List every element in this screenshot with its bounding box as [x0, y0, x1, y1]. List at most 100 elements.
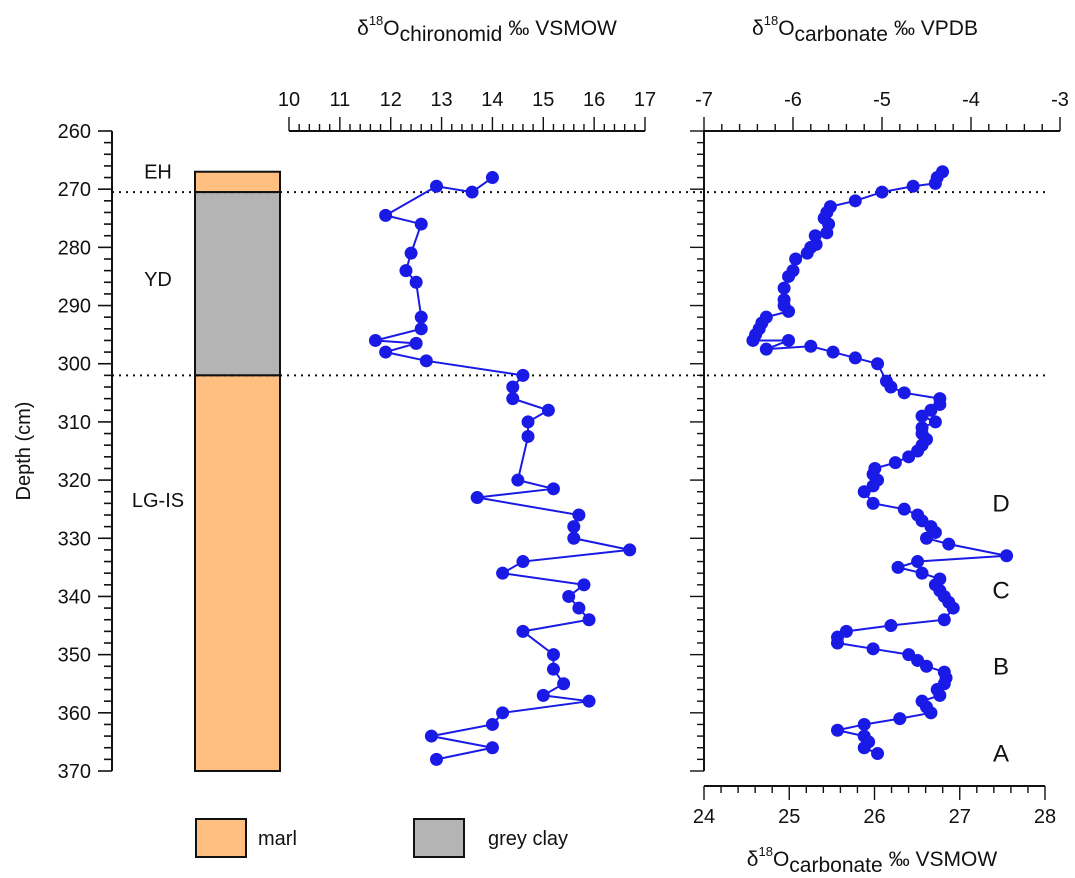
vsmow-axis-label-unit: ‰ VSMOW — [889, 848, 998, 871]
carbonate-data-point — [946, 601, 960, 615]
carbonate-data-point — [857, 717, 871, 731]
vsmow-axis-label-delta: δ — [747, 848, 759, 871]
vsmow-axis-label-sub: carbonate — [789, 854, 882, 877]
legend-label: marl — [258, 828, 297, 850]
legend-label: grey clay — [488, 828, 568, 850]
legend-swatch-grey-clay — [413, 818, 465, 858]
chironomid-data-point — [572, 508, 586, 522]
carbonate-title-unit: ‰ VPDB — [894, 17, 978, 40]
carbonate-x-tick-label: -6 — [784, 89, 802, 111]
carbonate-data-point — [1000, 549, 1014, 563]
chironomid-panel: 10 11 12 13 14 15 16 17 δ18Ochironomid ‰ VSMOW — [278, 13, 656, 766]
carbonate-data-point — [915, 566, 929, 580]
carbonate-data-point — [866, 642, 880, 656]
carbonate-data-point — [888, 456, 902, 470]
carbonate-data-point — [871, 357, 885, 371]
chironomid-data-point — [516, 368, 530, 382]
unit-yd-box — [194, 191, 281, 377]
unit-label: EH — [144, 161, 172, 183]
chironomid-x-tick-label: 15 — [532, 89, 554, 111]
vsmow-x-tick-label: 25 — [778, 806, 800, 828]
chironomid-x-tick-label: 10 — [278, 89, 300, 111]
carbonate-data-point — [782, 304, 796, 318]
chironomid-data-point — [546, 662, 560, 676]
chironomid-title: δ18Ochironomid ‰ VSMOW — [357, 13, 617, 46]
chironomid-data-point — [404, 246, 418, 260]
vsmow-x-tick-label: 24 — [693, 806, 715, 828]
carbonate-data-point — [871, 747, 885, 761]
chironomid-data-point — [465, 185, 479, 199]
carbonate-title-o: O — [778, 17, 794, 40]
legend-swatch-marl — [195, 818, 247, 858]
depth-tick-label: 350 — [58, 645, 91, 667]
chironomid-data-point — [572, 601, 586, 615]
depth-tick-label: 290 — [58, 296, 91, 318]
chironomid-data-point — [429, 752, 443, 766]
chironomid-data-point — [557, 677, 571, 691]
chironomid-data-point — [577, 578, 591, 592]
carbonate-title-sub: carbonate — [795, 23, 888, 46]
chironomid-data-point — [546, 482, 560, 496]
chironomid-data-point — [521, 415, 535, 429]
carbonate-title-delta: δ — [752, 17, 764, 40]
lithology-legend: marl grey clay — [195, 818, 568, 858]
chironomid-title-sup: 18 — [369, 13, 383, 28]
carbonate-data-point — [759, 342, 773, 356]
chironomid-x-tick-label: 14 — [481, 89, 503, 111]
chironomid-data-point — [506, 380, 520, 394]
chironomid-title-sub: chironomid — [400, 23, 503, 46]
carbonate-data-point — [906, 179, 920, 193]
chironomid-data-point — [399, 264, 413, 278]
chironomid-data-point — [485, 741, 499, 755]
carbonate-data-point — [884, 380, 898, 394]
chironomid-data-point — [414, 310, 428, 324]
carbonate-data-point — [915, 409, 929, 423]
depth-tick-label: 320 — [58, 470, 91, 492]
vsmow-x-tick-label: 28 — [1034, 806, 1056, 828]
carbonate-data-point — [800, 246, 814, 260]
carbonate-data-point — [893, 712, 907, 726]
chironomid-data-point — [409, 275, 423, 289]
chironomid-data-point — [485, 717, 499, 731]
annotation-label-a: A — [993, 741, 1009, 768]
stratigraphic-column-panel: 260 270 280 290 300 310 320 330 340 350 360 370 Dept… — [13, 121, 1045, 783]
carbonate-data-point — [746, 333, 760, 347]
chironomid-data-point — [419, 354, 433, 368]
carbonate-data-point — [820, 226, 834, 240]
carbonate-data-point — [782, 269, 796, 283]
carbonate-data-point — [937, 613, 951, 627]
carbonate-data-point — [911, 555, 925, 569]
carbonate-data-point — [848, 351, 862, 365]
chironomid-x-tick-label: 17 — [634, 89, 656, 111]
carbonate-data-point — [920, 531, 933, 545]
chironomid-title-unit: ‰ VSMOW — [508, 17, 617, 40]
depth-tick-label: 280 — [58, 237, 91, 259]
carbonate-data-point — [891, 560, 905, 574]
chironomid-data-point — [379, 208, 393, 222]
carbonate-data-point — [942, 537, 956, 551]
chironomid-data-point — [536, 688, 550, 702]
carbonate-x-tick-label: -7 — [695, 89, 713, 111]
depth-tick-label: 340 — [58, 586, 91, 608]
chironomid-data-point — [582, 613, 596, 627]
carbonate-data-point — [875, 185, 889, 199]
chironomid-data-point — [485, 171, 499, 185]
chironomid-title-delta: δ — [357, 17, 369, 40]
chironomid-data-point — [506, 392, 520, 406]
carbonate-data-point — [826, 345, 840, 359]
vsmow-axis-label: δ18Ocarbonate ‰ VSMOW — [747, 844, 998, 877]
chironomid-data-point — [496, 566, 510, 580]
carbonate-data-point — [897, 386, 911, 400]
vsmow-x-tick-label: 26 — [863, 806, 885, 828]
unit-label: LG-IS — [132, 490, 184, 512]
chironomid-x-tick-label: 11 — [329, 89, 350, 111]
chironomid-data-point — [409, 336, 423, 350]
carbonate-data-point — [928, 415, 942, 429]
carbonate-data-point — [920, 659, 933, 673]
carbonate-title-sup: 18 — [764, 13, 778, 28]
carbonate-x-tick-label: -3 — [1051, 89, 1069, 111]
carbonate-data-point — [831, 636, 844, 650]
chironomid-data-point — [470, 491, 484, 505]
carbonate-data-point — [897, 502, 911, 516]
